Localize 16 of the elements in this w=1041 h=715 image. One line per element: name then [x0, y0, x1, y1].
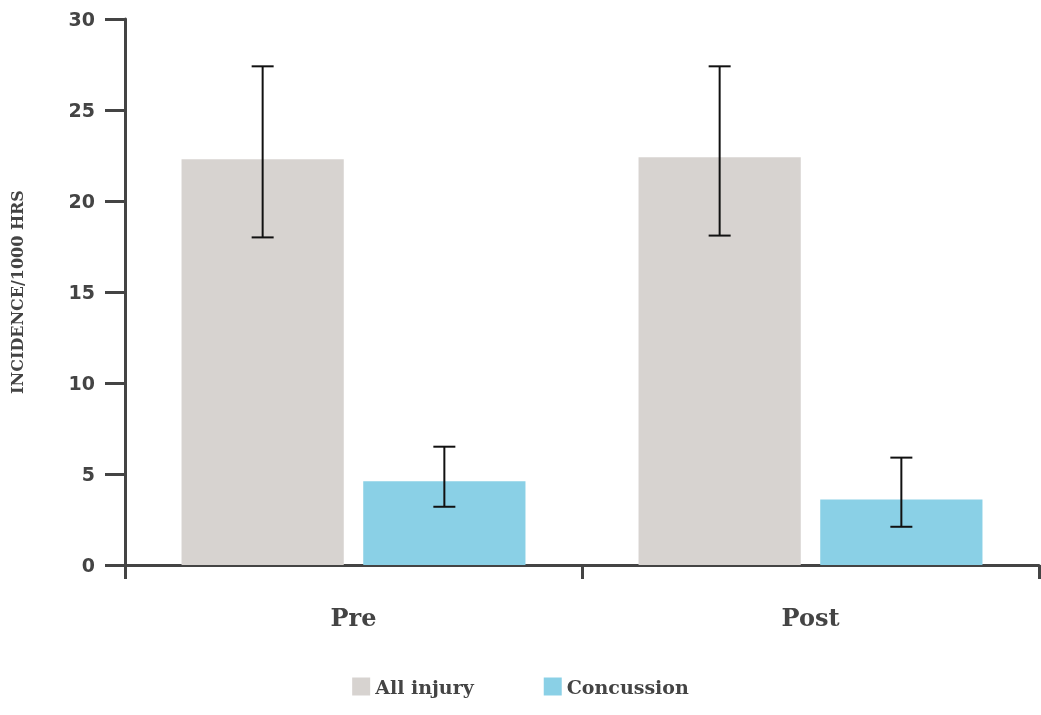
y-tick-label: 5 — [81, 463, 95, 485]
bar — [363, 481, 526, 565]
y-tick-label: 15 — [68, 281, 95, 303]
y-tick-label: 30 — [68, 8, 95, 30]
legend-label: Concussion — [566, 675, 690, 698]
bar — [820, 499, 983, 565]
bar — [638, 157, 801, 565]
x-tick-label: Pre — [330, 602, 377, 632]
x-tick-label: Post — [781, 602, 840, 632]
y-axis-title: INCIDENCE/1000 HRS — [7, 190, 27, 394]
legend-label: All injury — [374, 675, 475, 698]
y-tick-label: 25 — [68, 99, 95, 121]
y-tick-label: 0 — [81, 554, 95, 576]
bar — [181, 159, 344, 565]
y-tick-label: 10 — [68, 372, 95, 394]
y-tick-label: 20 — [68, 190, 95, 212]
